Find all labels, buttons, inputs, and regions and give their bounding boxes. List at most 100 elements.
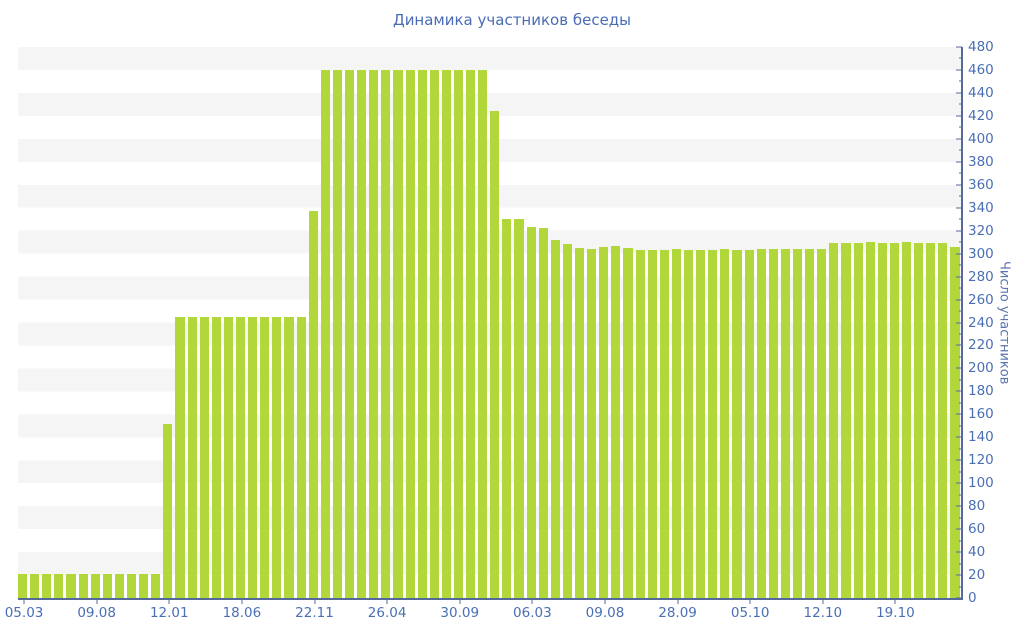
plot-area: 0 20 40 60 80 100 120 140 160 180 200 220 240 260 280 3… (5, 39, 994, 621)
x-tick-label: 30.09 (440, 605, 480, 621)
y-tick-label: 240 (968, 314, 994, 331)
y-tick-label: 20 (968, 567, 986, 584)
x-major-tick (677, 600, 679, 604)
x-axis-line (18, 598, 963, 600)
bar (332, 69, 342, 598)
y-minor-tick (959, 356, 962, 358)
bar (756, 249, 766, 598)
bar (478, 69, 488, 598)
y-minor-tick (959, 57, 962, 59)
y-minor-tick (959, 379, 962, 381)
y-tick-label: 100 (968, 475, 994, 492)
x-major-tick (386, 600, 388, 604)
bar (18, 573, 28, 598)
x-tick-label: 18.06 (222, 605, 262, 621)
bar (284, 316, 294, 598)
y-minor-tick (959, 471, 962, 473)
x-tick-label: 12.10 (803, 605, 843, 621)
x-major-tick (314, 600, 315, 604)
bar (344, 69, 355, 598)
bar (550, 239, 560, 598)
bar (126, 573, 137, 598)
y-tick-label: 380 (968, 153, 994, 170)
y-tick-label: 480 (968, 39, 994, 55)
bar (54, 573, 64, 598)
bar (490, 111, 500, 598)
y-minor-tick (959, 540, 962, 542)
bar (514, 219, 524, 598)
y-major-tick (956, 528, 962, 530)
bar (793, 249, 803, 598)
x-tick-label: 05.10 (730, 605, 770, 621)
bar (720, 249, 730, 598)
bar (889, 243, 899, 598)
y-major-tick (956, 115, 962, 117)
y-major-tick (956, 161, 962, 163)
bar (223, 316, 233, 598)
y-major-tick (956, 322, 962, 323)
bar (829, 243, 839, 598)
bar (66, 573, 76, 598)
y-major-tick (956, 436, 962, 438)
y-tick-label: 140 (968, 429, 994, 446)
y-major-tick (956, 390, 962, 392)
bar (914, 243, 924, 598)
bar (526, 227, 536, 598)
x-tick-label: 05.03 (4, 605, 44, 621)
x-tick-label: 22.11 (295, 605, 334, 621)
y-minor-tick (959, 195, 962, 197)
y-minor-tick (959, 494, 962, 496)
bar (381, 69, 391, 598)
y-tick-label: 160 (968, 406, 994, 423)
y-minor-tick (959, 586, 962, 588)
bar (926, 243, 936, 598)
y-tick-label: 180 (968, 383, 994, 400)
x-tick-label: 12.01 (149, 605, 189, 621)
y-tick-label: 340 (968, 199, 994, 216)
bar (102, 573, 112, 598)
y-major-tick (956, 344, 962, 346)
y-tick-label: 400 (968, 130, 994, 147)
y-major-tick (956, 253, 962, 255)
bar (562, 244, 573, 598)
bar (308, 211, 318, 598)
bar (696, 250, 706, 598)
bars (18, 47, 960, 598)
y-tick-label: 60 (968, 521, 986, 538)
x-major-tick (96, 600, 98, 604)
x-tick-label: 09.08 (585, 605, 625, 621)
bar (369, 69, 379, 598)
y-major-tick (956, 505, 962, 507)
bar (853, 243, 863, 598)
bar (260, 316, 270, 598)
y-tick-label: 300 (968, 245, 994, 262)
bar (90, 573, 100, 598)
y-axis-title: Число участников (996, 260, 1012, 385)
y-tick-label: 200 (968, 360, 994, 377)
bar (538, 228, 548, 598)
bar (235, 316, 246, 598)
y-minor-tick (959, 218, 962, 220)
bar (587, 249, 597, 598)
y-major-tick (956, 551, 962, 553)
bar (671, 249, 682, 598)
bar (865, 242, 875, 598)
y-tick-label: 320 (968, 222, 994, 239)
bar (417, 69, 427, 598)
bar (296, 316, 306, 598)
bar (841, 243, 851, 598)
y-major-tick (956, 92, 962, 94)
y-tick-label: 120 (968, 452, 994, 469)
x-major-tick (241, 600, 243, 604)
x-tick-label: 06.03 (513, 605, 552, 621)
y-major-tick (956, 299, 962, 301)
bar (502, 219, 512, 598)
y-axis-line (961, 47, 963, 598)
bar (114, 573, 124, 598)
y-major-tick (956, 597, 962, 599)
y-minor-tick (959, 333, 962, 335)
bar (732, 250, 742, 598)
y-minor-tick (959, 80, 962, 82)
bar (599, 246, 609, 598)
bar (635, 250, 645, 598)
